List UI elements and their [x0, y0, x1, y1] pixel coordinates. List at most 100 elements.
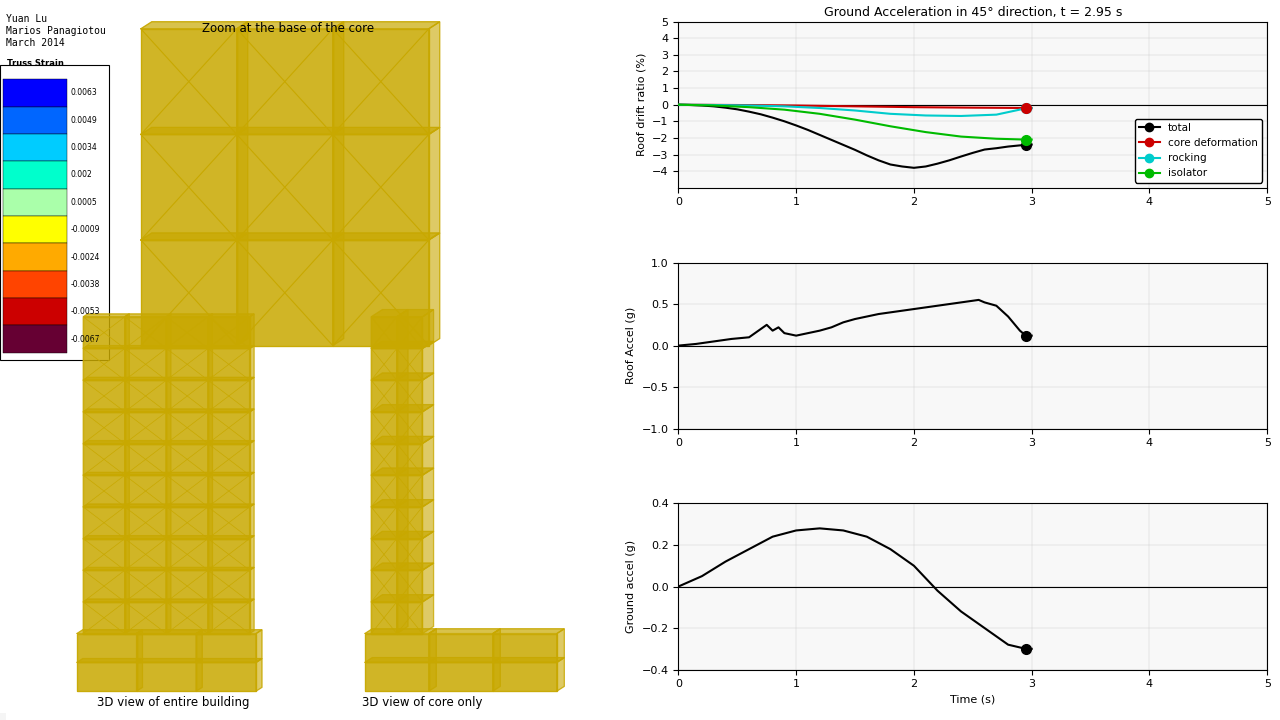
- Polygon shape: [207, 475, 250, 507]
- Polygon shape: [371, 405, 408, 412]
- Text: 3D view of entire building: 3D view of entire building: [96, 696, 250, 709]
- Polygon shape: [207, 346, 212, 380]
- Polygon shape: [125, 504, 129, 539]
- Polygon shape: [125, 409, 129, 444]
- Polygon shape: [237, 127, 344, 135]
- Polygon shape: [125, 377, 172, 380]
- Polygon shape: [125, 346, 172, 348]
- Polygon shape: [83, 570, 125, 602]
- Polygon shape: [250, 441, 255, 475]
- Polygon shape: [137, 634, 196, 662]
- Polygon shape: [397, 500, 408, 539]
- Polygon shape: [166, 567, 212, 570]
- Polygon shape: [125, 567, 172, 570]
- Polygon shape: [207, 507, 250, 539]
- FancyBboxPatch shape: [4, 243, 68, 271]
- Polygon shape: [429, 629, 436, 662]
- Polygon shape: [397, 602, 422, 634]
- Polygon shape: [250, 567, 255, 602]
- Text: -0.0024: -0.0024: [70, 253, 100, 261]
- Polygon shape: [237, 233, 248, 346]
- Polygon shape: [83, 602, 125, 634]
- Legend: total, core deformation, rocking, isolator: total, core deformation, rocking, isolat…: [1134, 119, 1262, 183]
- Polygon shape: [429, 127, 440, 240]
- FancyBboxPatch shape: [4, 325, 68, 353]
- Polygon shape: [237, 22, 344, 29]
- Polygon shape: [207, 567, 212, 602]
- Text: -0.0038: -0.0038: [70, 280, 100, 289]
- Polygon shape: [83, 599, 129, 602]
- Polygon shape: [166, 504, 172, 539]
- Polygon shape: [83, 409, 129, 412]
- Title: Ground Acceleration in 45° direction, t = 2.95 s: Ground Acceleration in 45° direction, t …: [823, 6, 1123, 19]
- Polygon shape: [166, 567, 172, 602]
- Polygon shape: [196, 634, 256, 662]
- Polygon shape: [83, 412, 125, 444]
- Polygon shape: [166, 317, 207, 348]
- Polygon shape: [397, 539, 422, 570]
- Polygon shape: [207, 567, 255, 570]
- Text: -0.0009: -0.0009: [70, 225, 100, 234]
- Polygon shape: [250, 599, 255, 634]
- Y-axis label: Roof Accel (g): Roof Accel (g): [626, 307, 636, 384]
- FancyBboxPatch shape: [4, 216, 68, 243]
- Polygon shape: [429, 634, 493, 662]
- Polygon shape: [125, 444, 166, 475]
- Polygon shape: [137, 630, 202, 634]
- Polygon shape: [429, 22, 440, 135]
- FancyBboxPatch shape: [4, 161, 68, 189]
- Polygon shape: [397, 348, 422, 380]
- Text: -0.0053: -0.0053: [70, 307, 100, 316]
- Polygon shape: [207, 602, 250, 634]
- Polygon shape: [422, 500, 434, 539]
- Polygon shape: [83, 441, 129, 444]
- Polygon shape: [397, 373, 408, 412]
- Polygon shape: [125, 346, 129, 380]
- Polygon shape: [397, 468, 408, 507]
- Polygon shape: [371, 348, 397, 380]
- Polygon shape: [166, 539, 207, 570]
- Polygon shape: [397, 531, 408, 570]
- Polygon shape: [83, 507, 125, 539]
- Polygon shape: [207, 441, 212, 475]
- Polygon shape: [397, 373, 434, 380]
- Polygon shape: [166, 472, 172, 507]
- Polygon shape: [371, 595, 408, 602]
- Polygon shape: [207, 346, 255, 348]
- Polygon shape: [397, 436, 434, 444]
- Polygon shape: [422, 373, 434, 412]
- Polygon shape: [125, 441, 129, 475]
- FancyBboxPatch shape: [4, 134, 68, 161]
- Polygon shape: [237, 127, 248, 240]
- Polygon shape: [83, 444, 125, 475]
- Polygon shape: [207, 599, 255, 602]
- Polygon shape: [125, 348, 166, 380]
- Polygon shape: [125, 380, 166, 412]
- Polygon shape: [371, 602, 397, 634]
- Polygon shape: [166, 409, 172, 444]
- Polygon shape: [207, 599, 212, 634]
- Polygon shape: [333, 233, 344, 346]
- Polygon shape: [166, 346, 212, 348]
- Polygon shape: [397, 475, 422, 507]
- Polygon shape: [207, 536, 212, 570]
- Polygon shape: [207, 441, 255, 444]
- Polygon shape: [557, 657, 564, 691]
- Polygon shape: [141, 29, 237, 135]
- Polygon shape: [250, 504, 255, 539]
- Polygon shape: [371, 539, 397, 570]
- Polygon shape: [207, 380, 250, 412]
- Polygon shape: [371, 570, 397, 602]
- Polygon shape: [83, 348, 125, 380]
- Polygon shape: [141, 240, 237, 346]
- Polygon shape: [125, 314, 172, 317]
- Polygon shape: [365, 662, 429, 691]
- Polygon shape: [166, 536, 172, 570]
- Polygon shape: [365, 629, 436, 634]
- Text: Yuan Lu
Marios Panagiotou
March 2014: Yuan Lu Marios Panagiotou March 2014: [6, 14, 106, 48]
- Polygon shape: [141, 127, 248, 135]
- X-axis label: Time (s): Time (s): [950, 695, 996, 705]
- Polygon shape: [83, 472, 129, 475]
- Polygon shape: [371, 475, 397, 507]
- Text: Zoom at the base of the core: Zoom at the base of the core: [202, 22, 374, 35]
